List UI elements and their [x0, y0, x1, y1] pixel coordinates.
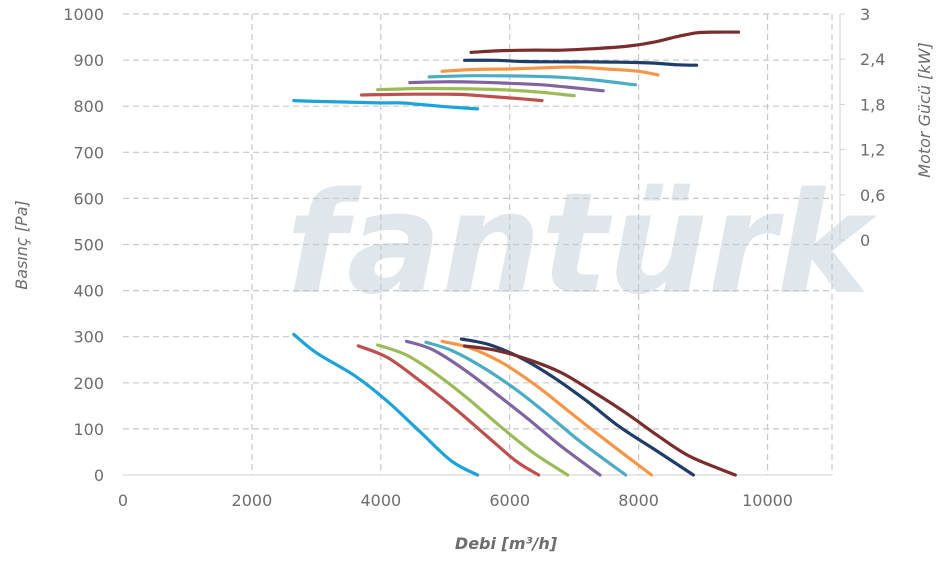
y2-tick-label: 3 [860, 5, 870, 24]
y-tick-label: 700 [73, 143, 104, 162]
x-tick-label: 0 [118, 491, 128, 510]
y-tick-label: 400 [73, 282, 104, 301]
power-curve-5 [427, 74, 637, 87]
y-tick-label: 900 [73, 51, 104, 70]
y-tick-label: 300 [73, 328, 104, 347]
power-curve-7 [463, 58, 699, 67]
power-curves [292, 30, 741, 111]
y2-tick-label: 2,4 [860, 50, 885, 69]
y2-tick-label: 1,8 [860, 95, 885, 114]
y2-axis-title: Motor Gücü [kW] [915, 42, 934, 177]
pressure-curves [292, 332, 737, 477]
y-tick-label: 500 [73, 236, 104, 255]
x-tick-label: 2000 [232, 491, 273, 510]
pressure-curve-5 [424, 340, 628, 477]
x-tick-label: 8000 [618, 491, 659, 510]
x-tick-label: 6000 [489, 491, 530, 510]
y-tick-label: 1000 [63, 5, 104, 24]
y2-tick-label: 0 [860, 231, 870, 250]
y2-tick-label: 0,6 [860, 186, 885, 205]
pressure-curve-7 [459, 337, 695, 477]
y-tick-label: 200 [73, 374, 104, 393]
y-tick-label: 100 [73, 420, 104, 439]
x-tick-label: 10000 [742, 491, 793, 510]
power-curve-3 [376, 86, 576, 98]
y-tick-label: 0 [94, 466, 104, 485]
pressure-curve-3 [376, 343, 570, 477]
y-axis-title: Basınç [Pa] [12, 200, 31, 290]
power-curve-8 [469, 30, 741, 54]
pressure-curve-4 [405, 339, 602, 477]
y2-tick-label: 1,2 [860, 141, 885, 160]
power-curve-4 [408, 80, 605, 93]
pressure-curve-2 [356, 344, 541, 477]
power-curve-2 [359, 92, 544, 103]
power-curve-1 [292, 99, 480, 111]
x-tick-label: 4000 [360, 491, 401, 510]
pressure-curve-8 [463, 344, 737, 477]
y-tick-label: 800 [73, 97, 104, 116]
y-tick-label: 600 [73, 189, 104, 208]
pressure-curve-1 [292, 332, 480, 477]
x-axis-title: Debi [m³/h] [455, 534, 558, 553]
power-curve-6 [440, 65, 660, 77]
